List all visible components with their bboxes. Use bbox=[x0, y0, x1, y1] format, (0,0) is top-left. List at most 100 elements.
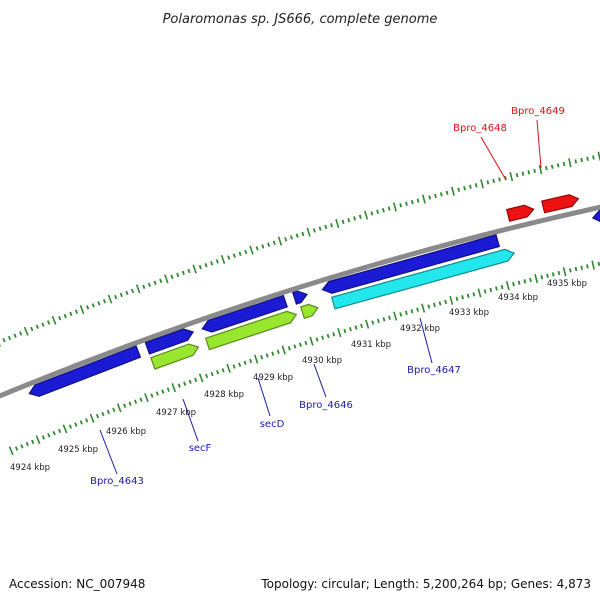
outer-tick bbox=[428, 195, 432, 200]
scale-label-4933: 4933 kbp bbox=[449, 308, 489, 318]
inner-tick bbox=[597, 261, 600, 266]
inner-tick bbox=[551, 272, 555, 277]
outer-tick bbox=[114, 294, 118, 300]
inner-tick bbox=[477, 288, 482, 298]
inner-tick bbox=[557, 270, 561, 276]
inner-tick bbox=[371, 320, 375, 325]
inner-tick bbox=[483, 289, 487, 294]
outer-tick bbox=[416, 198, 420, 203]
inner-tick bbox=[337, 328, 342, 338]
outer-tick bbox=[210, 261, 214, 266]
inner-tick bbox=[68, 424, 73, 429]
outer-tick bbox=[474, 183, 478, 188]
outer-tick bbox=[86, 305, 90, 310]
inner-tick bbox=[298, 342, 302, 347]
inner-tick bbox=[529, 277, 532, 283]
inner-tick-ring bbox=[8, 260, 600, 456]
inner-tick bbox=[393, 311, 398, 321]
inner-tick bbox=[382, 317, 386, 322]
leader-line bbox=[257, 377, 271, 417]
genome-backbone bbox=[0, 204, 600, 399]
inner-tick bbox=[20, 444, 24, 449]
outer-tick bbox=[125, 290, 129, 296]
inner-tick bbox=[226, 363, 231, 373]
gene-label-bpro-4646[interactable]: Bpro_4646 bbox=[299, 400, 353, 411]
gene-secf bbox=[150, 343, 200, 370]
outer-tick bbox=[399, 203, 403, 208]
inner-tick bbox=[188, 379, 192, 384]
inner-tick bbox=[332, 332, 336, 337]
gene-bpro-4647 bbox=[330, 248, 516, 310]
outer-tick bbox=[492, 178, 496, 184]
inner-tick bbox=[276, 349, 280, 355]
gene-secd bbox=[204, 310, 298, 351]
scale-label-4934: 4934 kbp bbox=[498, 293, 538, 303]
inner-tick bbox=[194, 377, 198, 383]
outer-tick-ring bbox=[0, 151, 600, 347]
outer-tick bbox=[7, 335, 12, 341]
gene-label-secf[interactable]: secF bbox=[189, 443, 212, 454]
outer-tick bbox=[153, 280, 157, 286]
outer-tick bbox=[312, 228, 316, 233]
outer-tick bbox=[568, 158, 572, 168]
outer-tick bbox=[498, 177, 501, 182]
inner-tick bbox=[139, 397, 143, 402]
scale-label-4929: 4929 kbp bbox=[253, 373, 293, 383]
inner-tick bbox=[568, 268, 572, 273]
inner-tick bbox=[416, 307, 419, 312]
outer-tick bbox=[204, 263, 208, 268]
inner-tick bbox=[586, 264, 589, 269]
scale-label-4935: 4935 kbp bbox=[547, 279, 587, 289]
outer-tick bbox=[46, 320, 51, 325]
inner-tick bbox=[101, 411, 105, 417]
genome-summary-text: Topology: circular; Length: 5,200,264 bp… bbox=[261, 577, 591, 591]
outer-tick bbox=[119, 292, 123, 298]
inner-tick bbox=[500, 284, 504, 290]
outer-tick bbox=[255, 246, 259, 251]
inner-tick bbox=[116, 403, 122, 413]
inner-tick bbox=[591, 260, 595, 270]
inner-tick bbox=[232, 364, 236, 369]
inner-tick bbox=[265, 353, 269, 358]
inner-tick bbox=[85, 418, 89, 423]
inner-tick bbox=[161, 389, 165, 394]
inner-tick bbox=[253, 354, 259, 364]
accession-text: Accession: NC_007948 bbox=[9, 577, 146, 591]
outer-tick bbox=[527, 170, 531, 175]
inner-tick bbox=[466, 293, 470, 299]
outer-tick bbox=[574, 159, 578, 164]
inner-tick bbox=[52, 430, 56, 436]
inner-tick bbox=[472, 292, 476, 297]
outer-tick bbox=[69, 311, 73, 317]
inner-tick bbox=[495, 286, 498, 291]
outer-tick bbox=[41, 322, 45, 327]
outer-tick bbox=[580, 157, 583, 163]
inner-tick bbox=[562, 267, 567, 277]
inner-tick bbox=[249, 358, 253, 364]
gene-labels: Bpro_4643 secF secD Bpro_4646 Bpro_4647 Bpro_… bbox=[90, 106, 565, 487]
outer-tick bbox=[335, 219, 340, 229]
outer-tick bbox=[58, 315, 62, 321]
gene-label-bpro-4649[interactable]: Bpro_4649 bbox=[511, 106, 565, 117]
gene-label-secd[interactable]: secD bbox=[260, 419, 285, 430]
outer-tick bbox=[381, 208, 385, 213]
outer-tick bbox=[586, 156, 589, 161]
outer-tick bbox=[30, 326, 34, 332]
gene-label-bpro-4647[interactable]: Bpro_4647 bbox=[407, 365, 461, 376]
leader-line bbox=[182, 398, 199, 442]
inner-tick bbox=[62, 424, 68, 434]
outer-tick bbox=[164, 274, 169, 284]
outer-tick bbox=[102, 299, 106, 304]
gene-edge-blue bbox=[591, 209, 600, 222]
outer-tick bbox=[277, 236, 283, 246]
inner-tick bbox=[216, 370, 220, 375]
inner-tick bbox=[534, 273, 538, 284]
outer-tick bbox=[135, 284, 141, 294]
gene-label-bpro-4648[interactable]: Bpro_4648 bbox=[453, 123, 507, 134]
outer-tick bbox=[142, 284, 146, 290]
inner-tick bbox=[35, 435, 41, 445]
inner-tick bbox=[348, 327, 352, 332]
outer-tick bbox=[480, 179, 484, 189]
inner-tick bbox=[112, 407, 116, 413]
gene-label-bpro-4643[interactable]: Bpro_4643 bbox=[90, 476, 144, 487]
